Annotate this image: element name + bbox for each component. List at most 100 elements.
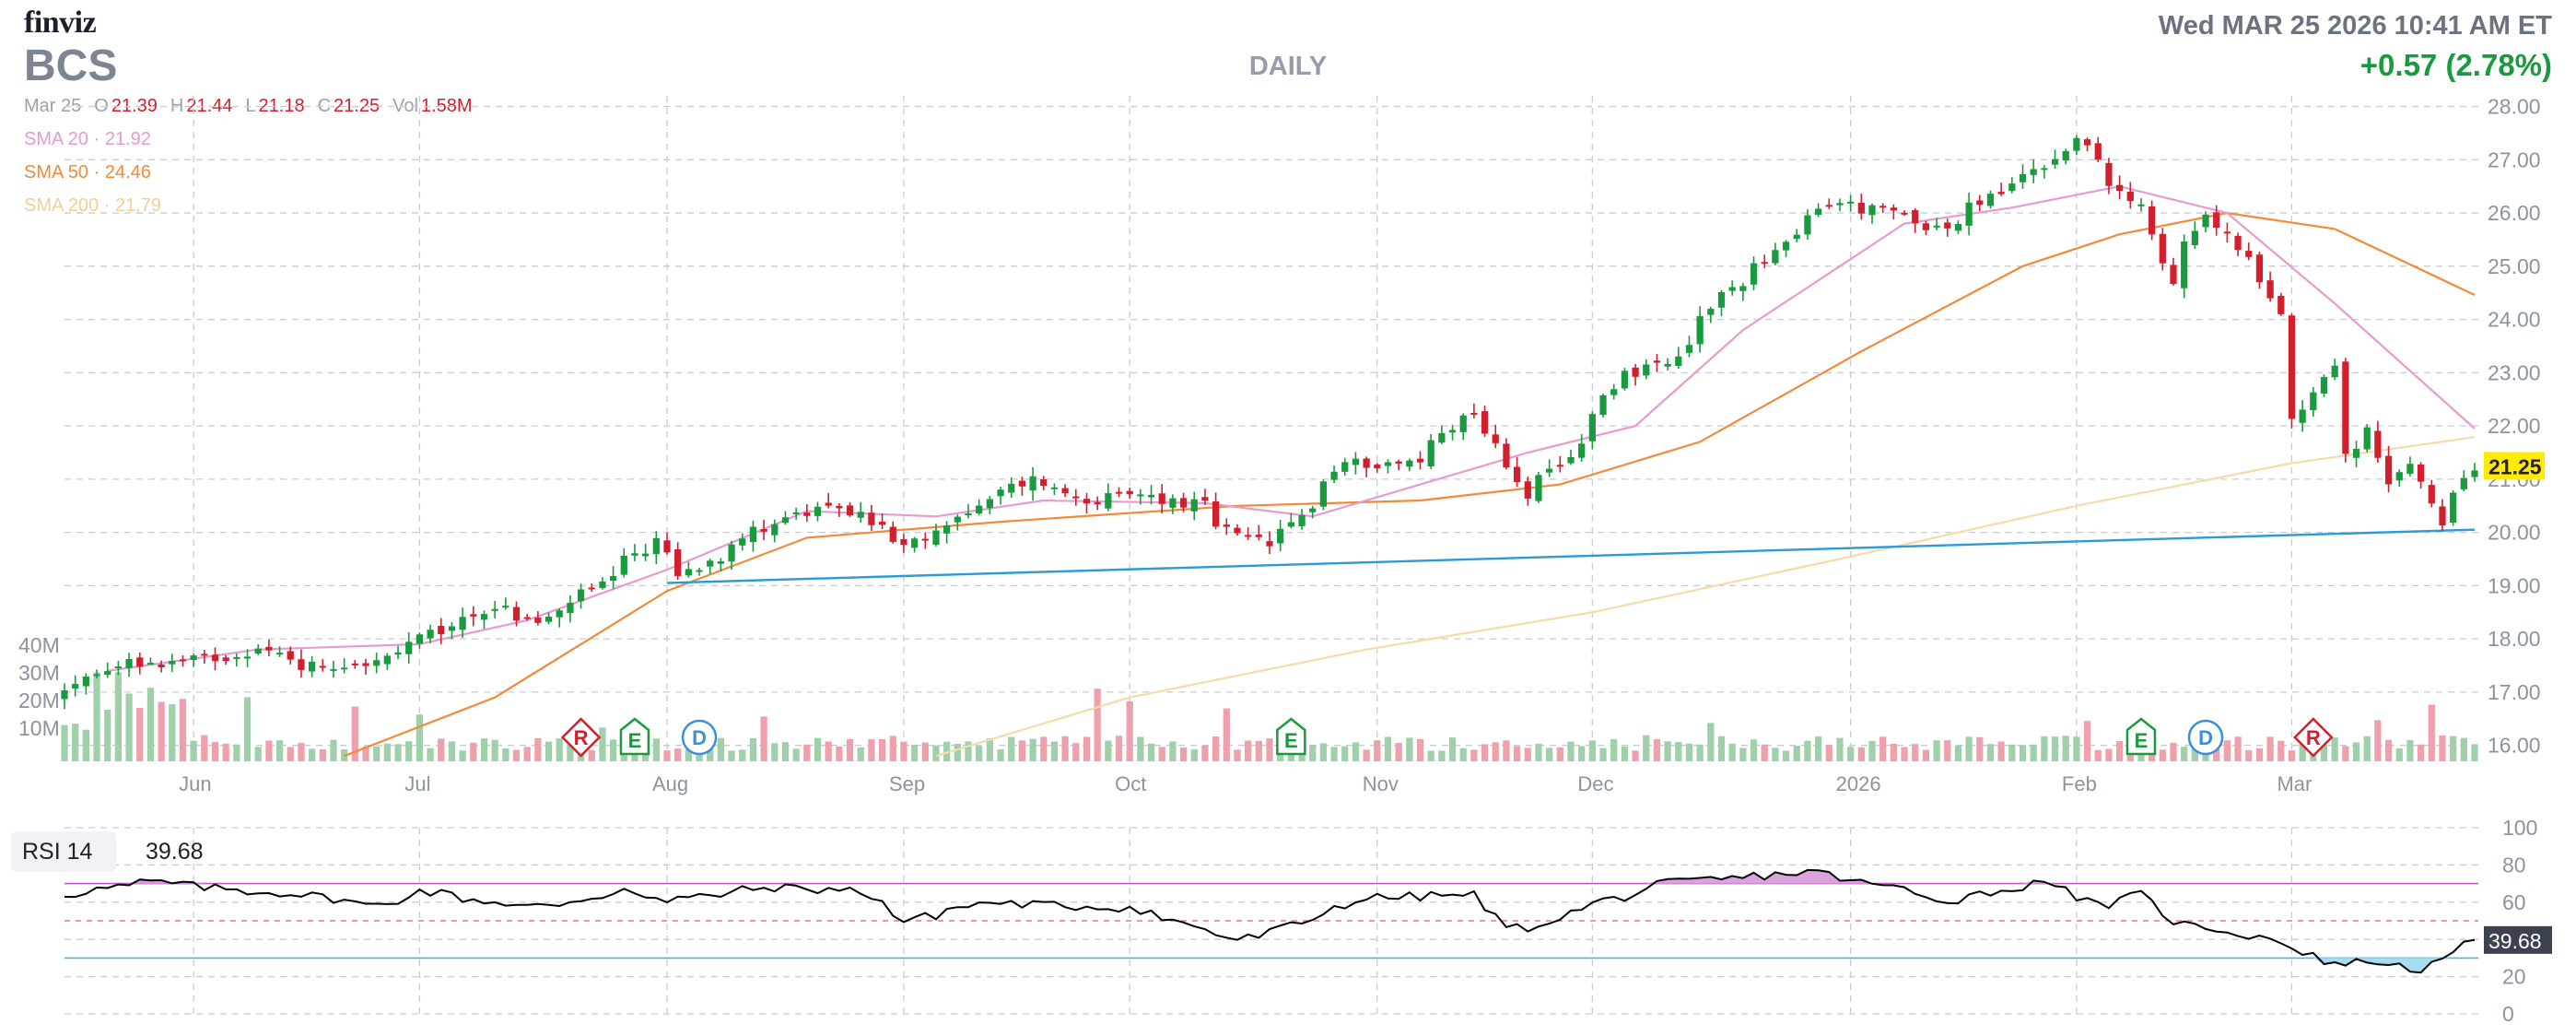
time-tick-label: Jun <box>179 772 211 795</box>
candle-up <box>1330 471 1338 480</box>
volume-bar <box>2105 748 2113 761</box>
candle-up <box>986 499 993 509</box>
volume-bar <box>459 750 466 761</box>
event-label: E <box>628 729 642 752</box>
volume-bar <box>1825 745 1832 761</box>
volume-bar <box>1234 749 1241 761</box>
event-e-icon[interactable]: E <box>619 717 650 756</box>
volume-bar <box>1717 736 1726 761</box>
trendline[interactable] <box>666 528 2476 584</box>
volume-bar <box>2406 739 2414 761</box>
event-e-icon[interactable]: E <box>2125 717 2157 756</box>
candle-up <box>943 525 951 534</box>
volume-bar <box>749 737 757 761</box>
rsi-overbought-fill <box>64 869 2475 884</box>
candle-up <box>1954 223 1962 231</box>
volume-bar <box>739 749 746 761</box>
volume-bar <box>534 737 542 761</box>
volume-bar <box>2223 740 2231 761</box>
candle-up <box>233 656 240 659</box>
candle-up <box>1643 364 1650 376</box>
candle-down <box>1018 480 1026 487</box>
candle-down <box>1255 534 1262 537</box>
ohlc-date: Mar 25 <box>24 96 82 116</box>
candle-up <box>1448 430 1457 433</box>
rsi-label-box[interactable] <box>11 831 116 872</box>
finviz-logo[interactable]: finviz <box>24 6 97 40</box>
volume-bar <box>2439 735 2446 761</box>
volume-bar <box>792 748 800 761</box>
candle-down <box>1374 465 1381 469</box>
rsi-tick-label: 60 <box>2502 890 2526 914</box>
candle-up <box>1105 493 1112 509</box>
volume-bar <box>1621 746 1629 761</box>
candle-down <box>1363 458 1370 468</box>
candle-down <box>362 663 369 666</box>
volume-bar <box>470 742 477 761</box>
volume-bar <box>2094 749 2102 761</box>
volume-bar <box>781 742 790 761</box>
volume-bar <box>2471 744 2478 761</box>
sma200-label: SMA 200 <box>24 195 100 216</box>
candle-down <box>470 614 477 617</box>
volume-bar <box>1933 740 1940 761</box>
candle-up <box>373 660 381 666</box>
candle-down <box>1825 205 1832 207</box>
volume-bar <box>1653 739 1661 761</box>
candle-up <box>1599 394 1607 416</box>
volume-bar <box>1944 740 1951 761</box>
volume-tick-label: 10M <box>18 716 60 740</box>
candle-up <box>190 655 197 660</box>
volume-bar <box>383 743 391 761</box>
volume-bar <box>1567 741 1575 761</box>
volume-bar <box>836 746 843 761</box>
volume-bar <box>1094 689 1101 761</box>
event-d-icon[interactable]: D <box>681 719 718 756</box>
candle-up <box>1169 498 1177 508</box>
volume-bar <box>1556 747 1563 761</box>
event-d-icon[interactable]: D <box>2187 719 2224 756</box>
candle-down <box>2342 361 2349 454</box>
volume-bar <box>846 738 854 761</box>
candle-up <box>2062 150 2069 161</box>
volume-bar <box>1696 744 1704 761</box>
sma50-legend[interactable]: SMA 50 · 24.46 <box>24 162 151 182</box>
candle-up <box>2008 183 2016 192</box>
candle-up <box>2073 137 2080 151</box>
candle-down <box>1513 466 1521 483</box>
candle-up <box>1986 194 1995 206</box>
event-e-icon[interactable]: E <box>1276 717 1306 756</box>
volume-bar <box>2062 736 2069 761</box>
sma50-line <box>344 211 2476 758</box>
candle-up <box>125 659 133 668</box>
volume-bar <box>1298 748 1306 761</box>
volume-bar <box>222 743 229 761</box>
volume-bar <box>211 741 219 761</box>
candle-down <box>1115 491 1123 494</box>
sma20-legend[interactable]: SMA 20 · 21.92 <box>24 129 151 149</box>
candle-down <box>222 657 229 662</box>
volume-bar <box>910 745 919 761</box>
candle-down <box>136 657 144 667</box>
event-r-icon[interactable]: R <box>560 717 602 758</box>
candle-up <box>1459 415 1467 432</box>
volume-bar <box>1147 743 1155 761</box>
volume-bar <box>1954 745 1962 761</box>
volume-bar <box>2417 744 2425 761</box>
candle-up <box>2181 241 2188 288</box>
candle-down <box>1158 493 1165 504</box>
volume-bar <box>1761 744 1768 761</box>
sma200-legend[interactable]: SMA 200 · 21.79 <box>24 195 162 216</box>
candle-down <box>760 529 767 532</box>
volume-bar <box>2041 736 2048 761</box>
volume-bar <box>512 749 521 761</box>
volume-bar <box>1804 740 1811 761</box>
sma20-label: SMA 20 <box>24 129 89 149</box>
event-r-icon[interactable]: R <box>2293 717 2334 758</box>
candle-up <box>717 561 725 564</box>
volume-bar <box>1986 744 1995 761</box>
candle-down <box>298 659 305 670</box>
volume-bar <box>2266 736 2274 761</box>
volume-bar <box>1685 743 1693 761</box>
